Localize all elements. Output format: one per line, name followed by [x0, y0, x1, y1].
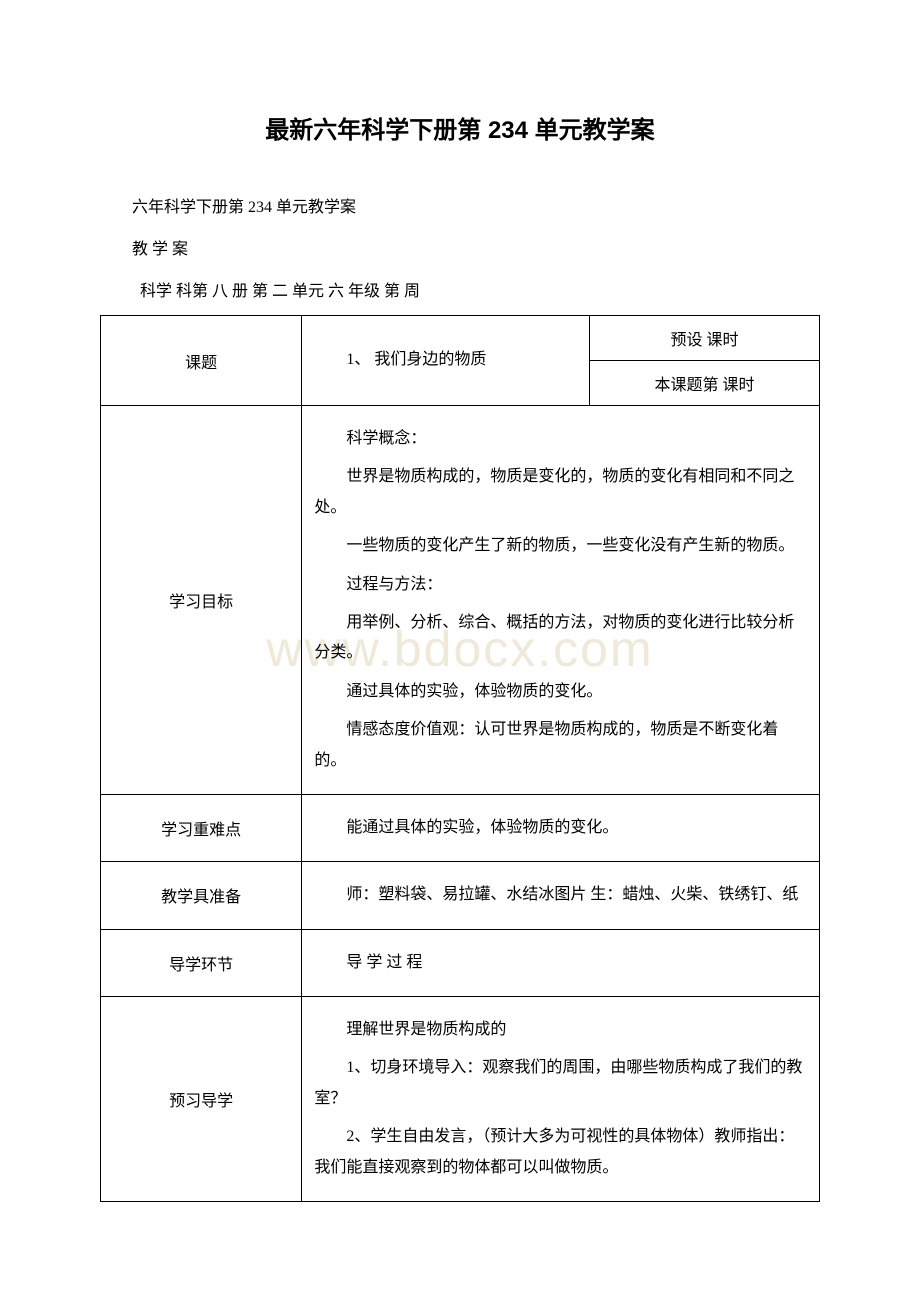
preset-class-hours: 预设 课时 [589, 316, 819, 361]
guidance-process: 导 学 过 程 [302, 929, 820, 996]
guidance-phase-label: 导学环节 [101, 929, 302, 996]
course-info-line: 科学 科第 八 册 第 二 单元 六 年级 第 周 [100, 277, 820, 301]
goal-text: 世界是物质构成的，物质是变化的，物质的变化有相同和不同之处。 [314, 462, 807, 523]
lesson-plan-table: 课题 1、 我们身边的物质 预设 课时 本课题第 课时 学习目标 科学概念： 世… [100, 315, 820, 1202]
topic-value: 1、 我们身边的物质 [302, 316, 590, 406]
goal-text: 一些物质的变化产生了新的物质，一些变化没有产生新的物质。 [314, 531, 807, 561]
learning-goals-content: 科学概念： 世界是物质构成的，物质是变化的，物质的变化有相同和不同之处。 一些物… [302, 406, 820, 795]
preview-text: 理解世界是物质构成的 [314, 1015, 807, 1045]
topic-label: 课题 [101, 316, 302, 406]
subtitle: 六年科学下册第 234 单元教学案 [100, 193, 820, 217]
preview-text: 2、学生自由发言，（预计大多为可视性的具体物体）教师指出：我们能直接观察到的物体… [314, 1122, 807, 1183]
learning-goals-label: 学习目标 [101, 406, 302, 795]
table-row: 教学具准备 师：塑料袋、易拉罐、水结冰图片 生：蜡烛、火柴、铁绣钉、纸 [101, 862, 820, 929]
goal-text: 用举例、分析、综合、概括的方法，对物质的变化进行比较分析分类。 [314, 608, 807, 669]
topic-text: 1、 我们身边的物质 [314, 345, 577, 375]
preview-guidance-label: 预习导学 [101, 997, 302, 1202]
page-title: 最新六年科学下册第 234 单元教学案 [100, 110, 820, 145]
materials-content: 师：塑料袋、易拉罐、水结冰图片 生：蜡烛、火柴、铁绣钉、纸 [302, 862, 820, 929]
materials-label: 教学具准备 [101, 862, 302, 929]
table-row: 课题 1、 我们身边的物质 预设 课时 [101, 316, 820, 361]
this-topic-class: 本课题第 课时 [589, 361, 819, 406]
key-difficulties-label: 学习重难点 [101, 794, 302, 861]
difficulty-text: 能通过具体的实验，体验物质的变化。 [314, 813, 807, 843]
preview-text: 1、切身环境导入：观察我们的周围，由哪些物质构成了我们的教室？ [314, 1053, 807, 1114]
goal-text: 科学概念： [314, 424, 807, 454]
table-row: 学习目标 科学概念： 世界是物质构成的，物质是变化的，物质的变化有相同和不同之处… [101, 406, 820, 795]
teaching-plan-label: 教 学 案 [100, 235, 820, 259]
materials-text: 师：塑料袋、易拉罐、水结冰图片 生：蜡烛、火柴、铁绣钉、纸 [314, 880, 807, 910]
guidance-text: 导 学 过 程 [314, 948, 807, 978]
table-row: 学习重难点 能通过具体的实验，体验物质的变化。 [101, 794, 820, 861]
goal-text: 过程与方法： [314, 570, 807, 600]
preview-guidance-content: 理解世界是物质构成的 1、切身环境导入：观察我们的周围，由哪些物质构成了我们的教… [302, 997, 820, 1202]
table-row: 预习导学 理解世界是物质构成的 1、切身环境导入：观察我们的周围，由哪些物质构成… [101, 997, 820, 1202]
table-row: 导学环节 导 学 过 程 [101, 929, 820, 996]
key-difficulties-content: 能通过具体的实验，体验物质的变化。 [302, 794, 820, 861]
goal-text: 情感态度价值观：认可世界是物质构成的，物质是不断变化着的。 [314, 715, 807, 776]
goal-text: 通过具体的实验，体验物质的变化。 [314, 677, 807, 707]
